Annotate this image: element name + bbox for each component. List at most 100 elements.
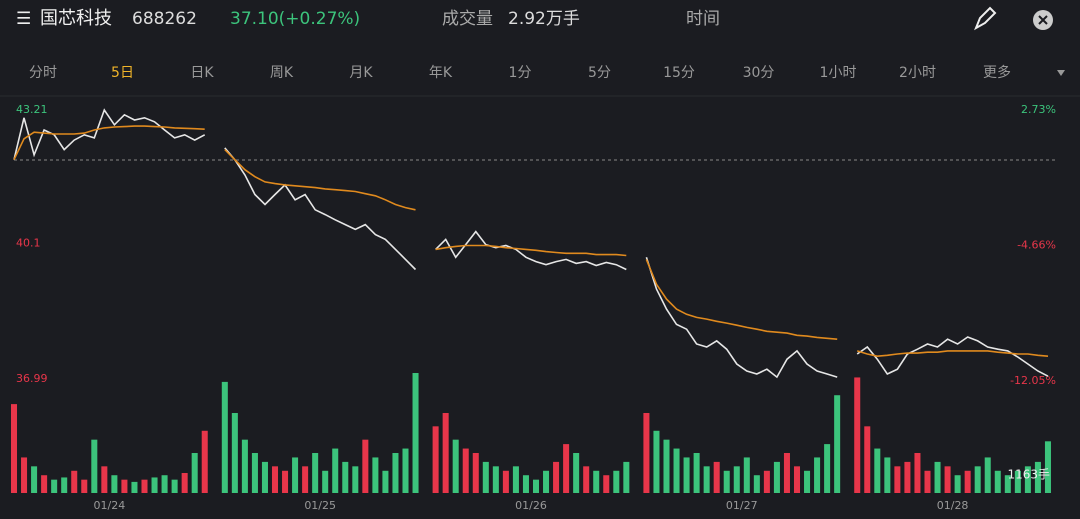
- volume-bar: [894, 466, 901, 493]
- volume-bar: [783, 453, 790, 493]
- volume-bar: [583, 466, 590, 493]
- volume-bar: [763, 470, 770, 493]
- volume-bar: [1024, 466, 1031, 493]
- volume-bar: [472, 453, 479, 493]
- volume-bar: [994, 470, 1001, 493]
- volume-bar: [261, 461, 268, 493]
- y-tick-label: 43.21: [16, 103, 48, 116]
- tab[interactable]: 1小时: [820, 65, 857, 81]
- volume-bar: [974, 466, 981, 493]
- tab[interactable]: 30分: [743, 65, 775, 81]
- tab[interactable]: 15分: [663, 65, 695, 81]
- volume-bar: [462, 448, 469, 493]
- tab[interactable]: 年K: [429, 65, 453, 81]
- edit-button[interactable]: [974, 6, 997, 31]
- volume-bar: [904, 461, 911, 493]
- volume-bar: [31, 466, 38, 493]
- volume-bar: [362, 439, 369, 493]
- volume-bar: [512, 466, 519, 493]
- volume-bar: [231, 413, 238, 493]
- y2-tick-label: -12.05%: [1010, 374, 1056, 387]
- volume-bar: [603, 475, 610, 493]
- volume-bar: [292, 457, 299, 493]
- volume-bar: [563, 444, 570, 493]
- x-tick-label: 01/25: [304, 499, 336, 512]
- volume-bar: [964, 470, 971, 493]
- edit-icon[interactable]: [974, 6, 997, 31]
- tab[interactable]: 5日: [111, 65, 134, 81]
- tab[interactable]: 日K: [190, 65, 214, 81]
- price-line: [13, 125, 1049, 358]
- volume-bar: [412, 373, 419, 493]
- volume-bar: [693, 453, 700, 493]
- close-cross[interactable]: [1038, 15, 1048, 25]
- volume-bar: [703, 466, 710, 493]
- volume-bar: [312, 453, 319, 493]
- volume-bar: [241, 439, 248, 493]
- volume-bar: [502, 470, 509, 493]
- tab[interactable]: 更多: [983, 64, 1011, 81]
- volume-bar: [1034, 461, 1041, 493]
- volume-title: 成交量: [442, 9, 493, 29]
- volume-bar: [543, 470, 550, 493]
- stock-name: 国芯科技: [40, 8, 112, 29]
- volume-bar: [111, 475, 118, 493]
- volume-bar: [332, 448, 339, 493]
- volume-bar: [723, 470, 730, 493]
- volume-bar: [1004, 475, 1011, 493]
- volume-bar: [814, 457, 821, 493]
- volume-bar: [522, 475, 529, 493]
- volume-value: 2.92万手: [508, 9, 580, 29]
- volume-bar: [322, 470, 329, 493]
- tab[interactable]: 5分: [588, 65, 611, 81]
- volume-bar: [492, 466, 499, 493]
- close-button[interactable]: [1033, 10, 1053, 30]
- x-tick-label: 01/28: [937, 499, 969, 512]
- volume-bar: [743, 457, 750, 493]
- volume-bar: [131, 481, 138, 493]
- tab[interactable]: 2小时: [899, 65, 936, 81]
- y2-tick-label: -4.66%: [1017, 239, 1056, 252]
- volume-bar: [934, 461, 941, 493]
- volume-bar: [593, 470, 600, 493]
- volume-bar: [623, 461, 630, 493]
- x-tick-label: 01/26: [515, 499, 547, 512]
- volume-bar: [271, 466, 279, 493]
- volume-bar: [201, 430, 208, 493]
- volume-bar: [663, 439, 670, 493]
- tab-bar: 分时 5日 日K 周K 月K 年K 1分 5分 15分 30分 1小时 2小时 更多: [29, 64, 1065, 81]
- volume-bar: [392, 453, 399, 493]
- x-tick-label: 01/24: [94, 499, 126, 512]
- tab[interactable]: 月K: [349, 65, 373, 81]
- volume-bar: [793, 466, 801, 493]
- tab[interactable]: 分时: [29, 65, 57, 81]
- volume-bar: [171, 479, 178, 493]
- volume-bar: [91, 439, 98, 493]
- tab[interactable]: 1分: [509, 65, 532, 81]
- x-tick-label: 01/27: [726, 499, 758, 512]
- volume-bar: [1044, 441, 1051, 493]
- volume-bar: [874, 448, 881, 493]
- volume-bar: [372, 457, 379, 493]
- volume-bar: [613, 470, 620, 493]
- tab[interactable]: 周K: [270, 65, 294, 81]
- volume-bar: [181, 473, 188, 493]
- volume-bar: [282, 470, 289, 493]
- volume-bar: [71, 470, 78, 493]
- volume-bar: [302, 466, 309, 493]
- volume-bar: [51, 479, 58, 493]
- volume-bar: [81, 479, 88, 493]
- volume-bar: [854, 377, 861, 493]
- volume-bar: [653, 430, 660, 493]
- volume-bar: [1014, 470, 1021, 493]
- volume-bar: [10, 404, 18, 493]
- volume-bar: [482, 461, 489, 493]
- y2-tick-label: 2.73%: [1021, 103, 1056, 116]
- y-tick-label: 40.1: [16, 237, 41, 250]
- volume-bar: [884, 457, 891, 493]
- volume-bar: [382, 470, 389, 493]
- volume-bar: [352, 466, 359, 493]
- volume-bar: [954, 475, 961, 493]
- volume-bar: [804, 470, 811, 493]
- more-arrow[interactable]: [1057, 70, 1065, 76]
